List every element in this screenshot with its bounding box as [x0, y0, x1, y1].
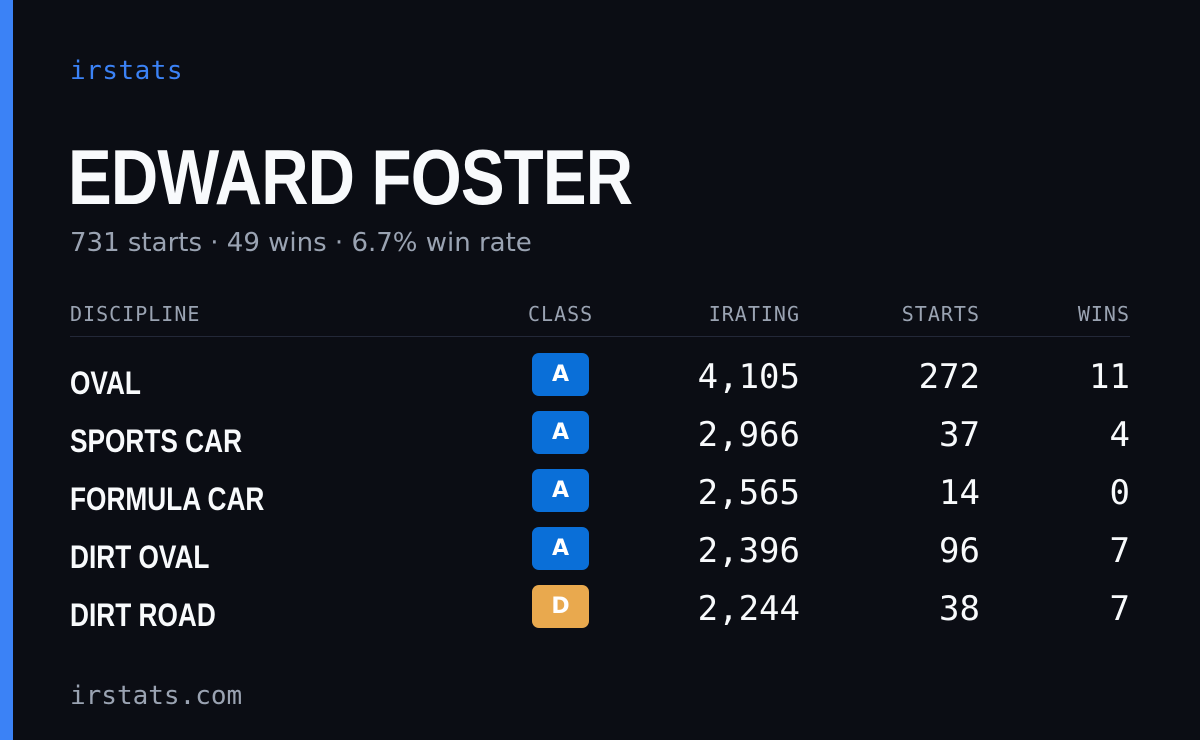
header-discipline: DISCIPLINE — [70, 302, 201, 326]
table-row: DIRT ROAD D 2,244 38 7 — [70, 585, 1130, 643]
wins-value: 11 — [1089, 357, 1130, 397]
wins-value: 7 — [1109, 531, 1130, 571]
table-row: FORMULA CAR A 2,565 14 0 — [70, 469, 1130, 527]
stats-table: DISCIPLINE CLASS IRATING STARTS WINS OVA… — [70, 298, 1130, 643]
discipline-name: SPORTS CAR — [70, 423, 243, 459]
starts-value: 37 — [939, 415, 980, 455]
header-class: CLASS — [528, 302, 594, 326]
wins-value: 7 — [1109, 589, 1130, 629]
table-row: OVAL A 4,105 272 11 — [70, 353, 1130, 411]
header-wins: WINS — [1077, 302, 1130, 326]
wins-value: 4 — [1109, 415, 1130, 455]
footer-url: irstats.com — [70, 681, 243, 711]
class-badge: A — [532, 527, 589, 570]
discipline-name: OVAL — [70, 365, 141, 401]
starts-value: 38 — [939, 589, 980, 629]
class-badge: A — [532, 469, 589, 512]
driver-summary: 731 starts · 49 wins · 6.7% win rate — [70, 228, 532, 258]
irating-value: 4,105 — [697, 357, 800, 397]
irating-value: 2,396 — [697, 531, 800, 571]
discipline-name: FORMULA CAR — [70, 481, 265, 517]
irating-value: 2,966 — [697, 415, 800, 455]
starts-value: 272 — [918, 357, 980, 397]
class-badge: D — [532, 585, 589, 628]
class-badge: A — [532, 411, 589, 454]
brand-logo: irstats — [70, 56, 184, 86]
wins-value: 0 — [1109, 473, 1130, 513]
table-row: SPORTS CAR A 2,966 37 4 — [70, 411, 1130, 469]
irating-value: 2,565 — [697, 473, 800, 513]
table-body: OVAL A 4,105 272 11 SPORTS CAR A 2,966 3… — [70, 353, 1130, 643]
header-starts: STARTS — [901, 302, 980, 326]
driver-name: EDWARD FOSTER — [68, 133, 633, 221]
accent-bar — [0, 0, 13, 740]
irating-value: 2,244 — [697, 589, 800, 629]
starts-value: 96 — [939, 531, 980, 571]
discipline-name: DIRT OVAL — [70, 539, 210, 575]
header-irating: IRATING — [708, 302, 800, 326]
class-badge: A — [532, 353, 589, 396]
table-row: DIRT OVAL A 2,396 96 7 — [70, 527, 1130, 585]
starts-value: 14 — [939, 473, 980, 513]
table-header: DISCIPLINE CLASS IRATING STARTS WINS — [70, 298, 1130, 337]
discipline-name: DIRT ROAD — [70, 597, 216, 633]
